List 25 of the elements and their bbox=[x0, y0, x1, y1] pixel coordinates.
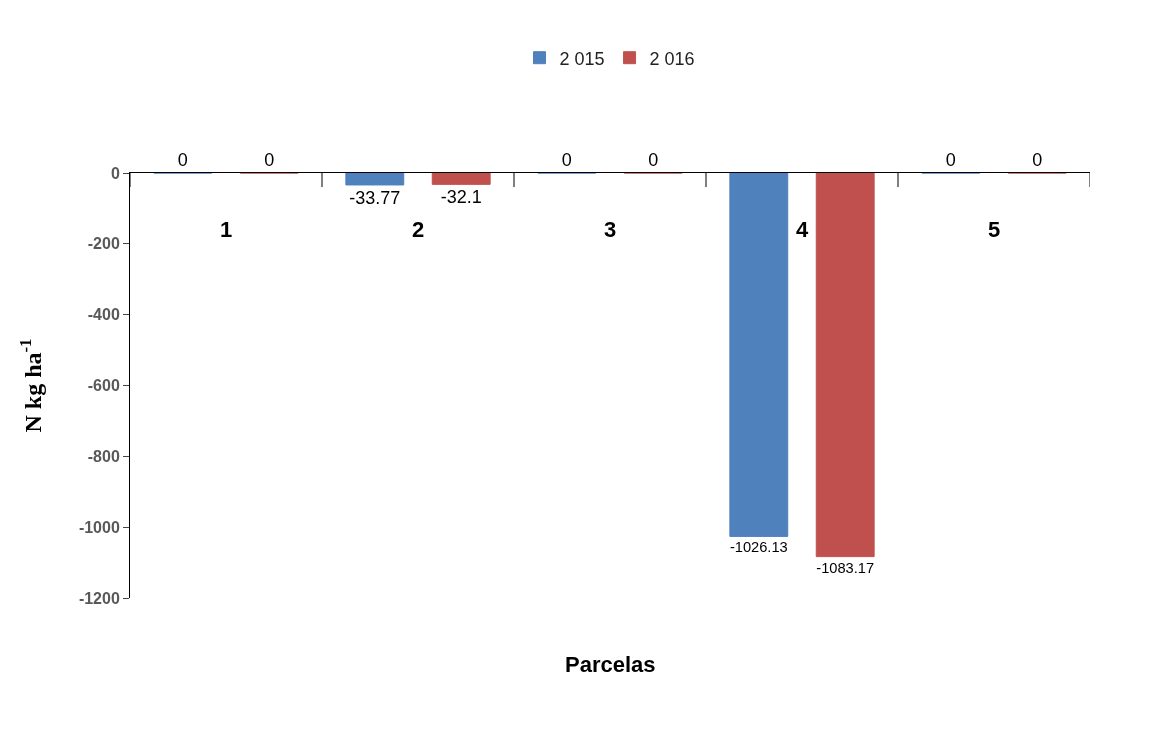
x-tick-label: 2 bbox=[412, 217, 425, 242]
x-tick-label: 3 bbox=[604, 217, 617, 242]
data-label: -1083.17 bbox=[816, 559, 875, 576]
y-tick-label: -400 bbox=[87, 306, 120, 324]
legend-label: 2 015 bbox=[559, 48, 605, 69]
data-label: -33.77 bbox=[349, 187, 401, 208]
data-label: 0 bbox=[177, 150, 188, 170]
data-label: -32.1 bbox=[440, 187, 482, 208]
y-tick-label: -800 bbox=[87, 447, 120, 465]
x-tick-label: 1 bbox=[220, 217, 233, 242]
data-label: 0 bbox=[1032, 150, 1043, 170]
y-tick-label: 0 bbox=[110, 164, 120, 182]
data-label: 0 bbox=[945, 150, 956, 170]
y-tick-label: -1000 bbox=[78, 518, 120, 536]
data-label: -1026.13 bbox=[729, 539, 788, 556]
x-tick-label: 5 bbox=[988, 217, 1001, 242]
x-axis-title: Parcelas bbox=[565, 652, 656, 677]
x-tick-label: 4 bbox=[796, 217, 809, 242]
data-label: 0 bbox=[264, 150, 275, 170]
y-tick-label: -1200 bbox=[78, 589, 120, 607]
data-label: 0 bbox=[648, 150, 659, 170]
data-label: 0 bbox=[561, 150, 572, 170]
legend-label: 2 016 bbox=[649, 48, 695, 69]
y-tick-label: -600 bbox=[87, 377, 120, 395]
y-tick-label: -200 bbox=[87, 235, 120, 253]
